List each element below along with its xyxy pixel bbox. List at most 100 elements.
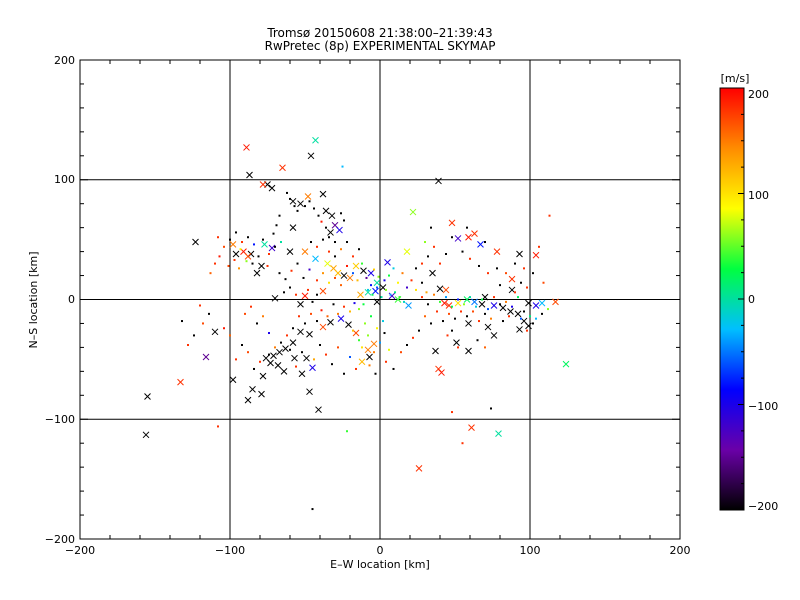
- data-point-dot: [388, 348, 390, 351]
- data-point-cross: [244, 253, 252, 260]
- data-point-dot: [229, 238, 231, 241]
- data-point-dot: [532, 272, 534, 275]
- data-point-dot: [346, 241, 348, 244]
- data-point-dot: [353, 302, 356, 305]
- data-point-cross: [282, 345, 289, 352]
- cross-stroke: [303, 354, 310, 362]
- data-point-cross: [373, 279, 381, 287]
- cross-stroke: [490, 332, 498, 339]
- data-point-dot: [308, 200, 311, 203]
- data-point-dot: [430, 226, 432, 229]
- cross-stroke: [493, 248, 501, 255]
- data-point-cross: [258, 262, 265, 270]
- data-point-dot: [307, 288, 309, 291]
- data-point-cross: [243, 144, 250, 151]
- cross-stroke: [246, 171, 253, 179]
- data-point-dot: [356, 279, 359, 282]
- data-point-dot: [523, 267, 525, 270]
- data-point-dot: [316, 279, 318, 282]
- data-point-cross: [405, 302, 412, 309]
- data-point-dot: [352, 272, 354, 275]
- data-point-dot: [502, 320, 504, 323]
- cross-stroke: [262, 354, 270, 362]
- data-point-cross: [309, 364, 316, 372]
- data-point-dot: [535, 317, 537, 320]
- data-point-dot: [358, 339, 360, 342]
- data-point-cross: [312, 255, 319, 263]
- cross-stroke: [307, 152, 315, 160]
- data-point-cross: [477, 241, 484, 248]
- data-point-cross: [415, 464, 423, 472]
- cross-stroke: [442, 286, 450, 294]
- data-point-cross: [358, 358, 366, 366]
- y-tick-label: −200: [45, 533, 75, 546]
- cross-stroke: [244, 253, 252, 260]
- data-point-dot: [374, 372, 377, 375]
- data-point-dot: [217, 425, 219, 428]
- data-point-dot: [487, 308, 489, 311]
- data-point-cross: [319, 323, 327, 331]
- cross-stroke: [334, 269, 342, 277]
- data-point-cross: [334, 269, 342, 277]
- data-point-dot: [538, 245, 540, 248]
- data-point-cross: [465, 233, 472, 241]
- cross-stroke: [274, 362, 282, 369]
- cross-stroke: [243, 144, 250, 151]
- data-point-dot: [268, 353, 270, 356]
- data-point-dot: [358, 248, 360, 251]
- data-point-dot: [505, 300, 507, 303]
- data-point-cross: [315, 406, 322, 414]
- data-point-cross: [507, 308, 514, 315]
- data-point-cross: [429, 269, 436, 277]
- data-point-cross: [211, 328, 219, 336]
- data-point-dot: [209, 272, 212, 275]
- data-point-dot: [272, 232, 275, 235]
- data-point-dot: [526, 286, 528, 289]
- data-point-dot: [337, 346, 339, 349]
- data-point-cross: [267, 359, 274, 367]
- data-point-dot: [295, 293, 297, 296]
- data-point-dot: [476, 339, 479, 342]
- data-point-dot: [361, 346, 363, 349]
- data-point-dot: [286, 334, 288, 337]
- cross-stroke: [319, 323, 327, 331]
- data-point-cross: [268, 184, 276, 192]
- cross-stroke: [562, 360, 570, 368]
- data-point-dot: [187, 344, 189, 347]
- data-point-dot: [541, 312, 543, 315]
- data-point-dot: [461, 250, 464, 253]
- colorbar-tick-label: −200: [748, 500, 778, 513]
- cross-stroke: [490, 302, 498, 309]
- data-point-cross: [276, 348, 283, 356]
- data-point-dot: [311, 508, 314, 511]
- data-point-dot: [478, 320, 480, 323]
- data-point-dot: [505, 272, 507, 275]
- colorbar-label: [m/s]: [721, 72, 750, 85]
- data-point-dot: [401, 272, 404, 275]
- cross-stroke: [259, 372, 267, 380]
- data-point-dot: [445, 296, 447, 299]
- data-point-cross: [373, 298, 381, 306]
- data-point-dot: [193, 334, 195, 337]
- data-point-cross: [319, 287, 327, 295]
- data-point-dot: [362, 303, 365, 306]
- data-point-cross: [328, 212, 336, 220]
- data-point-dot: [241, 344, 243, 347]
- data-point-cross: [312, 136, 319, 144]
- data-point-cross: [465, 320, 472, 327]
- data-points: [142, 136, 570, 511]
- cross-stroke: [352, 329, 360, 337]
- data-point-cross: [532, 302, 540, 309]
- cross-stroke: [232, 250, 240, 258]
- data-point-cross: [403, 248, 411, 255]
- data-point-dot: [317, 214, 320, 217]
- chart-subtitle: RwPretec (8p) EXPERIMENTAL SKYMAP: [265, 39, 496, 53]
- data-point-cross: [495, 430, 502, 437]
- data-point-dot: [406, 344, 408, 347]
- colorbar-tick-label: 0: [748, 293, 755, 306]
- cross-stroke: [478, 300, 486, 308]
- data-point-dot: [349, 310, 351, 313]
- data-point-dot: [410, 279, 413, 282]
- cross-stroke: [324, 260, 331, 267]
- data-point-dot: [394, 291, 396, 294]
